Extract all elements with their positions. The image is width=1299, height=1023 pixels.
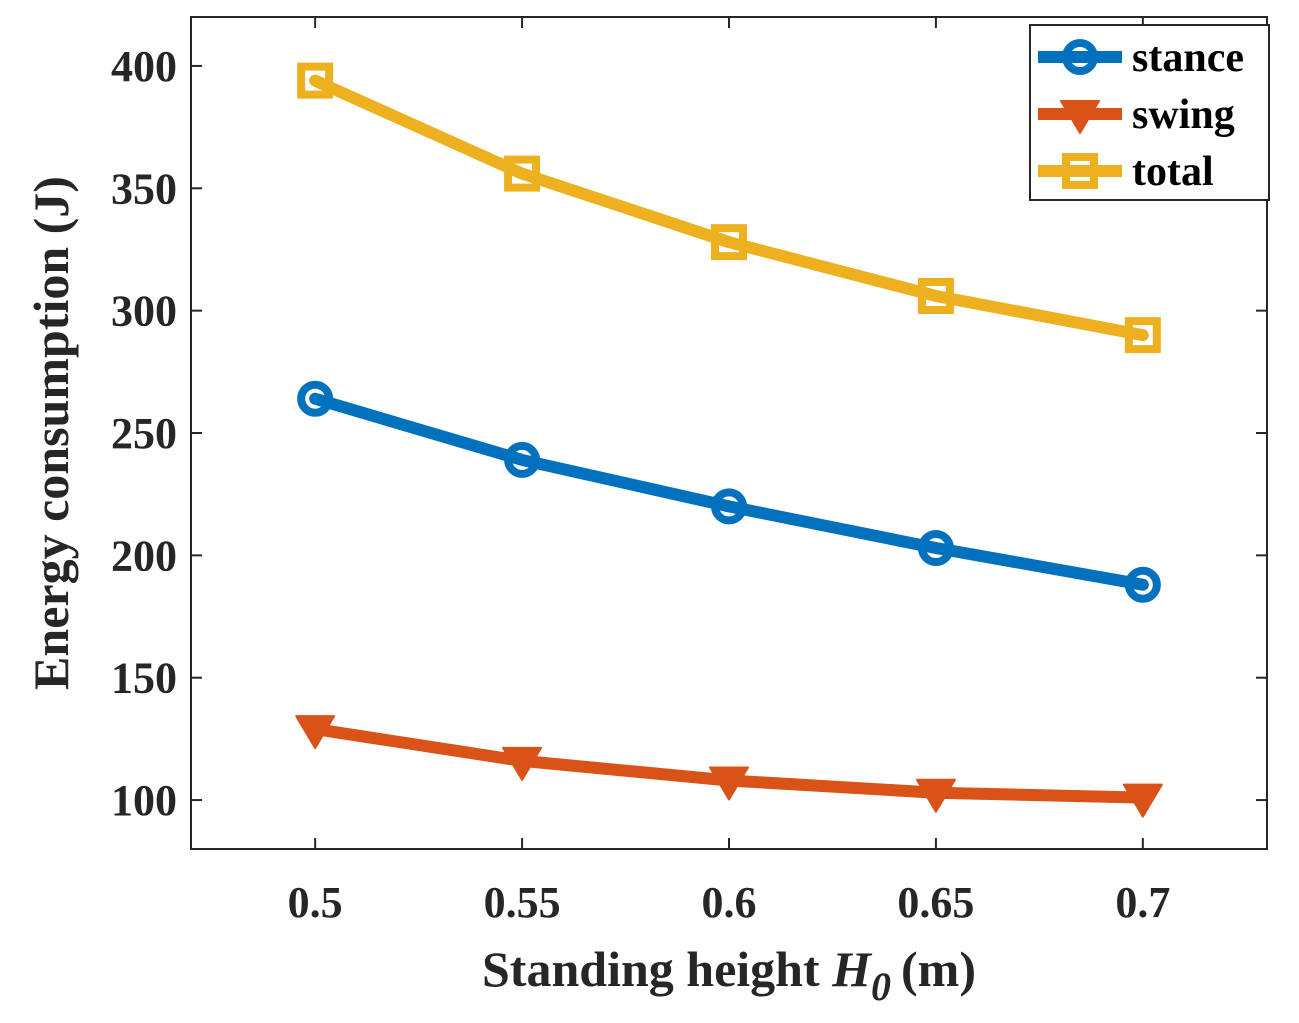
data-point-stance	[504, 441, 541, 478]
x-axis-label-unit: (m)	[901, 941, 976, 997]
x-tick-label: 0.65	[897, 878, 974, 927]
data-point-total	[1124, 317, 1161, 354]
data-point-stance	[917, 530, 954, 567]
data-point-stance	[711, 488, 747, 525]
y-tick-label: 300	[111, 287, 177, 336]
series-line-total	[309, 74, 1149, 342]
data-point-total	[711, 224, 747, 261]
data-point-swing	[915, 778, 956, 813]
data-point-total	[504, 155, 541, 192]
x-axis-label-text: Standing height	[482, 941, 820, 997]
data-point-swing	[709, 766, 749, 801]
y-tick-label: 150	[111, 654, 177, 703]
data-point-total	[917, 277, 954, 314]
data-point-total	[297, 62, 334, 99]
y-tick-label: 250	[111, 409, 177, 458]
x-tick-label: 0.55	[484, 878, 561, 927]
series-total	[297, 62, 1161, 354]
data-point-swing	[502, 746, 543, 781]
x-axis-ticks: 0.5 0.55 0.6 0.65 0.7	[288, 17, 1170, 927]
legend-label-total: total	[1132, 149, 1214, 195]
y-axis-ticks: 100 150 200 250 300 350 400	[111, 42, 1267, 825]
x-axis-label-var: H	[831, 941, 873, 997]
y-tick-label: 400	[111, 42, 177, 91]
x-tick-label: 0.5	[288, 878, 343, 927]
x-axis-label: Standing height H0 (m)	[482, 941, 976, 1009]
y-tick-label: 350	[111, 164, 177, 213]
legend: stance swing total	[1029, 24, 1270, 201]
data-point-swing	[295, 715, 336, 750]
series-layer	[295, 62, 1163, 818]
series-stance	[297, 380, 1161, 603]
data-point-stance	[297, 380, 334, 417]
x-tick-label: 0.6	[702, 878, 757, 927]
legend-label-stance: stance	[1132, 35, 1244, 81]
legend-marker-swing	[1060, 100, 1100, 134]
y-tick-label: 200	[111, 531, 177, 580]
series-swing	[295, 715, 1163, 818]
data-point-swing	[1122, 783, 1163, 818]
legend-marker-total	[1062, 153, 1098, 189]
series-line-stance	[309, 392, 1149, 591]
x-tick-label: 0.7	[1115, 878, 1170, 927]
legend-marker-stance	[1062, 39, 1098, 75]
y-axis-label: Energy consumption (J)	[23, 176, 79, 690]
legend-label-swing: swing	[1132, 92, 1235, 138]
data-point-stance	[1124, 566, 1161, 603]
x-axis-label-sub: 0	[871, 964, 891, 1009]
y-tick-label: 100	[111, 776, 177, 825]
